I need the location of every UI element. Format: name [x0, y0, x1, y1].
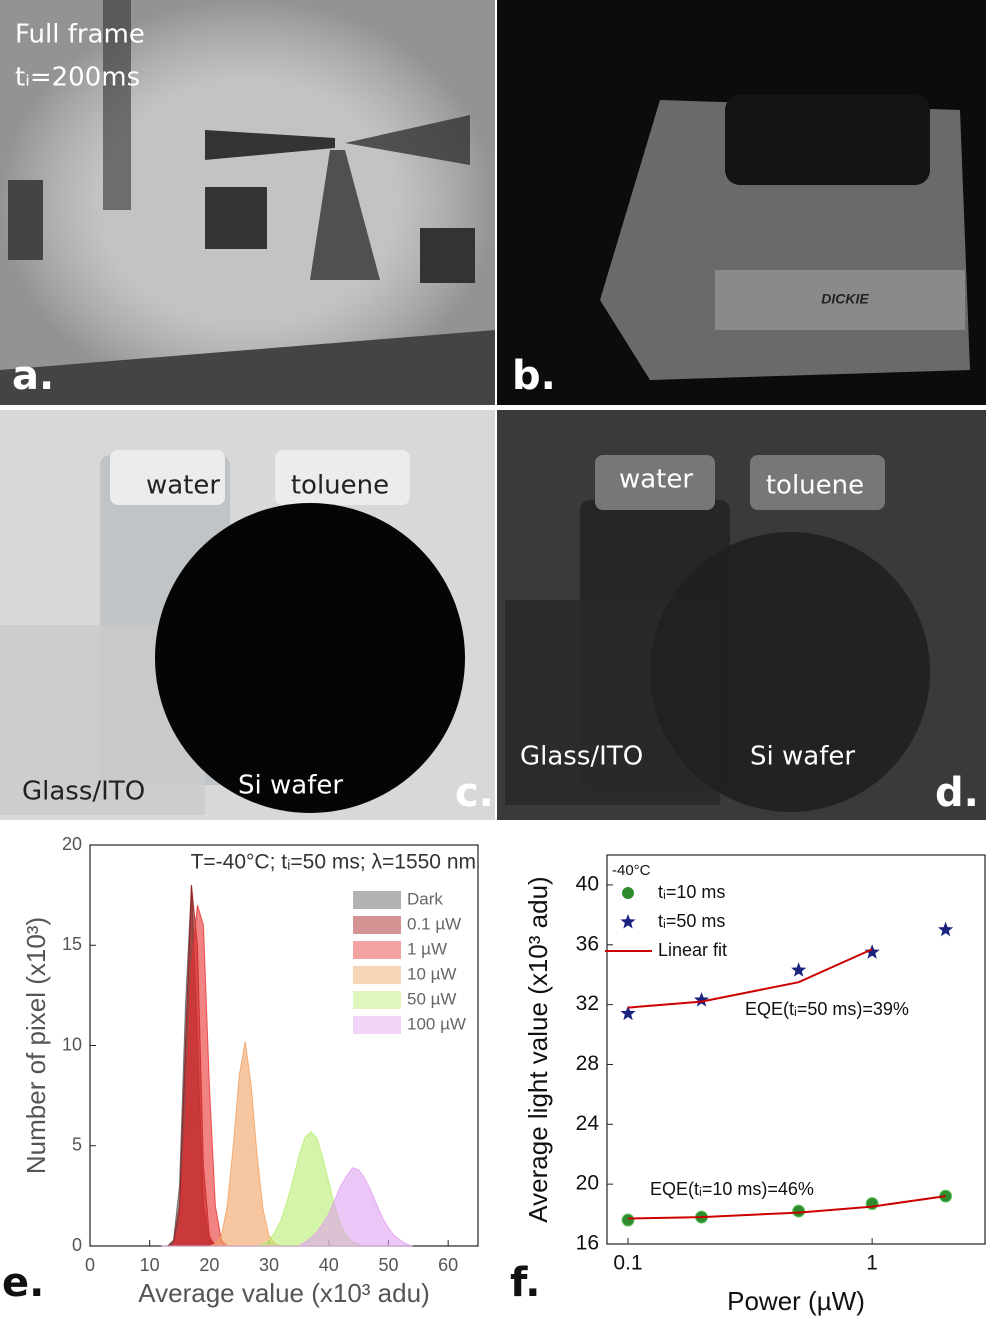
x-tick-label: 60 — [438, 1255, 458, 1275]
x-tick-label: 50 — [378, 1255, 398, 1275]
data-point — [791, 962, 807, 977]
photo-text: toluene — [291, 471, 389, 501]
legend-swatch — [353, 1016, 401, 1034]
legend-marker — [620, 914, 636, 929]
x-tick-label: 40 — [319, 1255, 339, 1275]
data-point — [792, 1204, 806, 1218]
y-tick-label: 28 — [576, 1052, 599, 1075]
x-tick-label: 30 — [259, 1255, 279, 1275]
x-axis-label: Power (µW) — [727, 1286, 865, 1316]
photo-d: water toluene Glass/ITO Si wafer d. — [497, 410, 986, 820]
x-axis-label: Average value (x10³ adu) — [138, 1278, 429, 1308]
y-axis-label: Number of pixel (x10³) — [21, 917, 51, 1174]
legend-label: Linear fit — [658, 940, 727, 960]
photo-text: Si wafer — [238, 771, 343, 801]
panel-label: a. — [12, 353, 54, 399]
legend-swatch — [353, 941, 401, 959]
chart-title: T=-40°C; tᵢ=50 ms; λ=1550 nm — [191, 851, 476, 874]
legend-swatch — [353, 891, 401, 909]
panel-label: e. — [2, 1260, 44, 1306]
x-tick-label: 0.1 — [613, 1252, 642, 1275]
y-tick-label: 36 — [576, 932, 599, 955]
photo-text: Si wafer — [750, 742, 855, 772]
photo-text: toluene — [766, 471, 864, 501]
photo-text: Glass/ITO — [520, 742, 643, 772]
legend-label: 1 µW — [407, 939, 447, 958]
legend-marker — [622, 887, 634, 899]
plot-frame — [606, 854, 986, 1245]
y-axis-label: Average light value (x10³ adu) — [523, 876, 553, 1222]
photo-text: water — [146, 471, 220, 501]
data-point — [864, 944, 880, 959]
photo-text: tᵢ=200ms — [15, 63, 140, 93]
photo-c: water toluene Glass/ITO Si wafer c. — [0, 410, 495, 820]
legend-label: Dark — [407, 889, 443, 908]
panel-label: c. — [455, 770, 494, 816]
legend-swatch — [353, 966, 401, 984]
x-tick-label: 10 — [140, 1255, 160, 1275]
data-point — [693, 992, 710, 1007]
y-tick-label: 0 — [72, 1235, 82, 1255]
legend-label: 50 µW — [407, 989, 456, 1008]
legend-label: 0.1 µW — [407, 914, 461, 933]
x-tick-label: 1 — [866, 1252, 878, 1275]
data-point — [620, 1005, 636, 1021]
fit-line — [627, 948, 946, 1220]
y-tick-label: 20 — [576, 1172, 599, 1195]
legend-label: 100 µW — [407, 1014, 466, 1033]
annotation: -40°C — [612, 862, 651, 879]
data-point — [621, 1213, 635, 1227]
data-point — [938, 921, 954, 937]
photo-text: Full frame — [15, 20, 145, 50]
photo-text: water — [619, 465, 693, 495]
photo-text: Glass/ITO — [22, 777, 145, 807]
x-tick-label: 0 — [85, 1255, 95, 1275]
y-tick-label: 20 — [62, 834, 82, 854]
y-tick-label: 32 — [576, 992, 599, 1015]
y-tick-label: 5 — [72, 1135, 82, 1155]
photo-a: Full frame tᵢ=200ms a. — [0, 0, 495, 405]
panel-label: b. — [512, 353, 556, 399]
x-tick-label: 20 — [199, 1255, 219, 1275]
y-tick-label: 16 — [576, 1232, 599, 1255]
annotation: EQE(tᵢ=50 ms)=39% — [745, 999, 909, 1019]
legend-swatch — [353, 916, 401, 934]
legend-label: tᵢ=50 ms — [658, 911, 725, 931]
y-tick-label: 40 — [576, 872, 599, 895]
y-tick-label: 24 — [576, 1112, 600, 1135]
svg-text:DICKIE: DICKIE — [821, 291, 869, 307]
panel-label: d. — [935, 770, 979, 816]
legend-label: 10 µW — [407, 964, 456, 983]
y-tick-label: 10 — [62, 1034, 82, 1054]
panel-label: f. — [510, 1260, 540, 1306]
legend-swatch — [353, 991, 401, 1009]
y-tick-label: 15 — [62, 934, 82, 954]
photo-b: DICKIE b. — [497, 0, 986, 405]
histogram-area — [161, 1167, 413, 1247]
legend-label: tᵢ=10 ms — [658, 882, 725, 902]
annotation: EQE(tᵢ=10 ms)=46% — [650, 1179, 814, 1199]
